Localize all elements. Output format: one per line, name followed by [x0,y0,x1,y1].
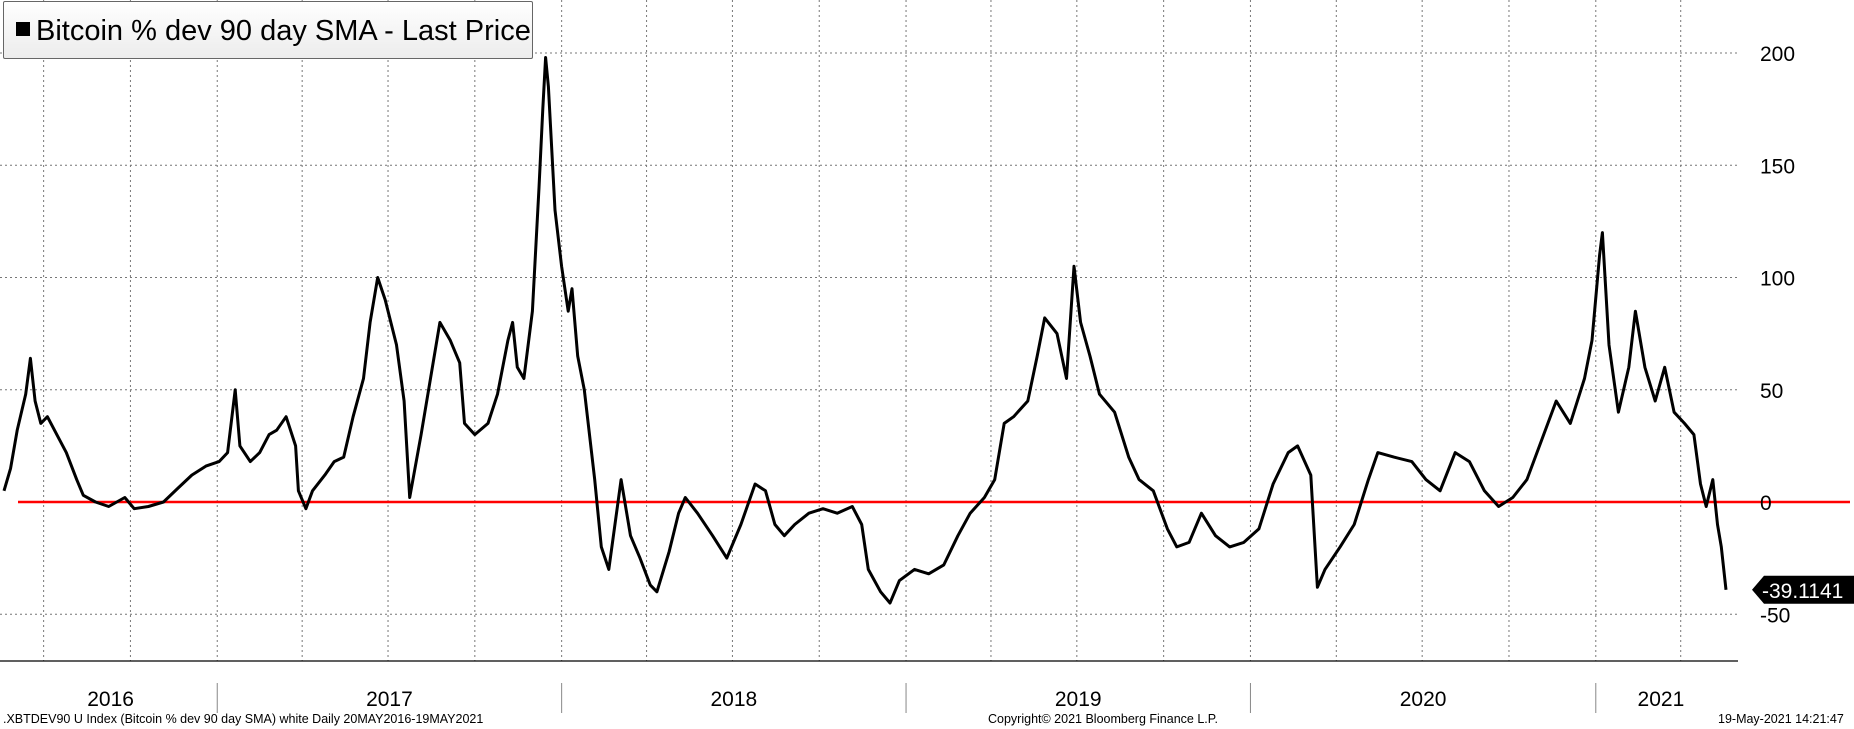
y-tick-label: 200 [1760,43,1795,66]
y-axis-labels: -50 0 50 100 150 200 [1760,43,1795,627]
last-value-label: -39.1141 [1762,580,1843,603]
y-tick-label: 150 [1760,155,1795,178]
x-year-label: 2020 [1400,688,1447,711]
legend-swatch [16,22,30,36]
series-line [2,56,1728,605]
x-axis-year-labels: 2016 2017 2018 2019 2020 2021 [87,688,1684,711]
footer-center: Copyright© 2021 Bloomberg Finance L.P. [988,712,1218,726]
last-value-tag: -39.1141 [1752,575,1854,604]
x-year-label: 2019 [1055,688,1102,711]
last-value-tag-shape [1752,575,1854,604]
y-tick-label: 50 [1760,380,1783,403]
x-year-label: 2021 [1638,688,1685,711]
y-tick-label: 100 [1760,268,1795,291]
y-tick-label: -50 [1760,604,1790,627]
y-tick-label: 0 [1760,492,1772,515]
horizontal-gridlines [0,52,1738,615]
legend-label: Bitcoin % dev 90 day SMA - Last Price [36,15,531,47]
legend: Bitcoin % dev 90 day SMA - Last Price [3,1,533,59]
x-year-label: 2017 [366,688,413,711]
year-separator-ticks [216,683,1597,713]
footer-right: 19-May-2021 14:21:47 [1718,712,1844,726]
footer-left: .XBTDEV90 U Index (Bitcoin % dev 90 day … [3,712,484,726]
vertical-gridlines [43,0,1682,661]
x-year-label: 2018 [710,688,757,711]
x-year-label: 2016 [87,688,134,711]
